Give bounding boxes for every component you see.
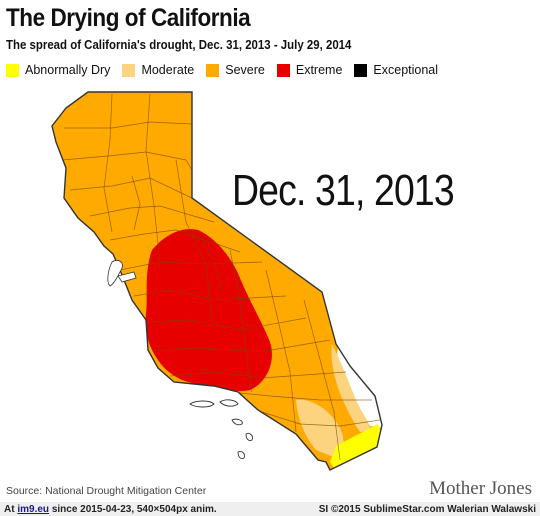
california-outline bbox=[51, 91, 383, 471]
legend-label: Severe bbox=[225, 63, 265, 77]
legend: Abnormally Dry Moderate Severe Extreme E… bbox=[6, 63, 450, 77]
channel-islands bbox=[189, 399, 253, 459]
legend-item-moderate: Moderate bbox=[122, 63, 194, 77]
legend-label: Exceptional bbox=[373, 63, 439, 77]
footer-info: since 2015-04-23, 540×504px anim. bbox=[51, 503, 217, 515]
legend-item-abnormally-dry: Abnormally Dry bbox=[6, 63, 110, 77]
date-label: Dec. 31, 2013 bbox=[232, 166, 455, 215]
legend-item-exceptional: Exceptional bbox=[354, 63, 438, 77]
severe-region bbox=[52, 92, 382, 470]
footer-prefix: At bbox=[4, 503, 15, 515]
map-subtitle: The spread of California's drought, Dec.… bbox=[6, 37, 352, 52]
source-credit: Source: National Drought Mitigation Cent… bbox=[6, 485, 207, 497]
footer-site-link[interactable]: im9.eu bbox=[17, 503, 50, 515]
no-drought-region bbox=[337, 348, 382, 428]
abnormally-dry-region bbox=[330, 424, 382, 470]
legend-swatch bbox=[354, 63, 368, 77]
footer-credit: SI ©2015 SublimeStar.com Walerian Walaws… bbox=[318, 503, 536, 515]
moderate-region-south bbox=[296, 399, 344, 458]
county-lines bbox=[61, 93, 381, 461]
legend-item-extreme: Extreme bbox=[276, 63, 343, 77]
bay-area-water bbox=[107, 260, 137, 287]
legend-swatch bbox=[206, 63, 220, 77]
footer-left: At im9.eu since 2015-04-23, 540×504px an… bbox=[4, 504, 217, 515]
moderate-region-east bbox=[331, 344, 372, 432]
legend-swatch bbox=[6, 63, 19, 77]
legend-label: Abnormally Dry bbox=[25, 63, 111, 77]
california-drought-map bbox=[51, 91, 383, 471]
footer-bar: At im9.eu since 2015-04-23, 540×504px an… bbox=[0, 502, 540, 516]
legend-swatch bbox=[276, 63, 290, 77]
legend-swatch bbox=[122, 63, 136, 77]
brand-logo: Mother Jones bbox=[429, 478, 532, 499]
legend-label: Moderate bbox=[141, 63, 195, 77]
map-title: The Drying of California bbox=[6, 4, 251, 32]
legend-item-severe: Severe bbox=[206, 63, 265, 77]
legend-label: Extreme bbox=[295, 63, 343, 77]
